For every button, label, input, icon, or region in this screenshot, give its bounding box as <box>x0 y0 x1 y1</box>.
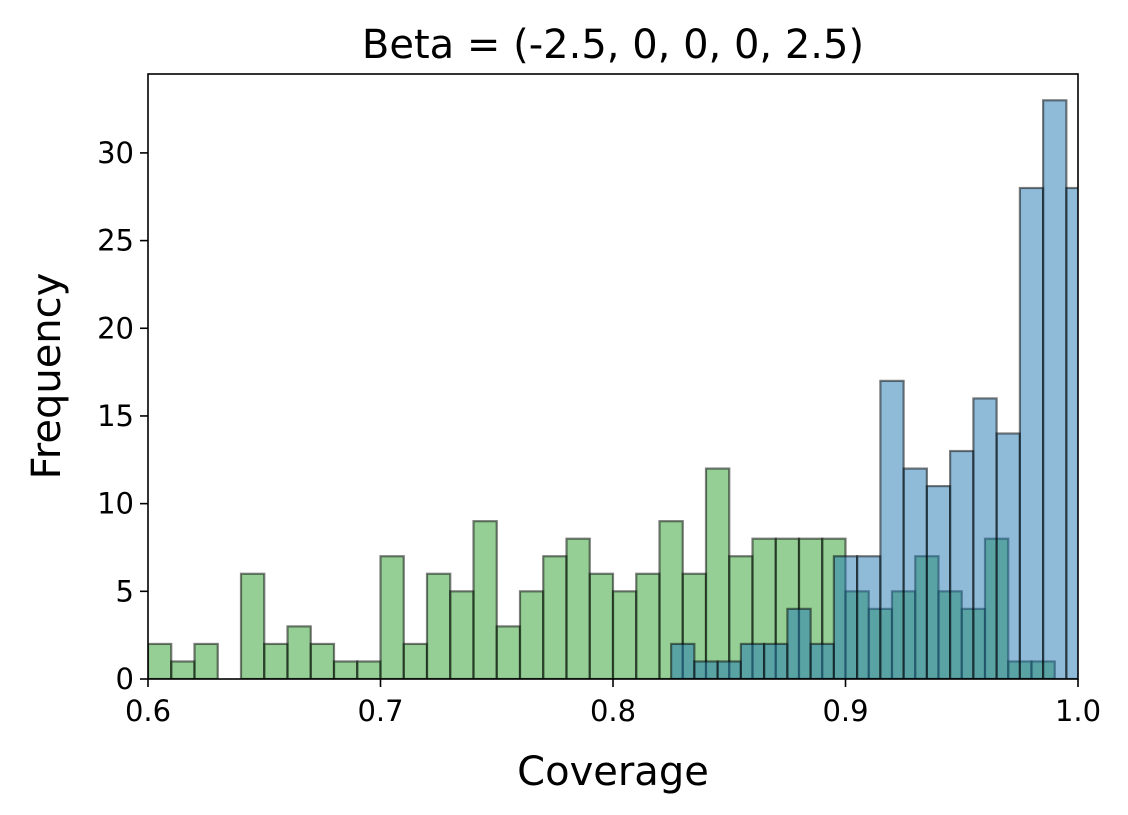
histogram-bar-series-0-bin-6 <box>286 625 312 679</box>
histogram-bar-series-1-bin-9 <box>879 379 905 679</box>
histogram-bar-series-0-bin-7 <box>309 642 336 679</box>
histogram-bar-series-1-bin-16 <box>1042 99 1068 679</box>
y-tick-label: 10 <box>97 487 134 521</box>
y-tick-label: 0 <box>116 662 134 696</box>
histogram-bar-series-1-bin-14 <box>995 432 1021 679</box>
y-axis-label: Frequency <box>24 273 70 480</box>
histogram-bar-series-0-bin-16 <box>518 590 545 679</box>
histogram-bar-series-1-bin-15 <box>1018 186 1045 679</box>
histogram-bar-series-0-bin-24 <box>704 467 731 679</box>
histogram-bar-series-1-bin-13 <box>972 397 998 679</box>
y-tick-label: 5 <box>116 574 134 608</box>
histogram-bar-series-0-bin-2 <box>193 642 219 679</box>
x-tick-label: 1.0 <box>1055 694 1101 728</box>
x-tick-label: 0.9 <box>822 694 868 728</box>
histogram-bar-series-0-bin-1 <box>170 660 196 679</box>
histogram-bar-series-0-bin-12 <box>425 572 452 679</box>
histogram-bar-series-0-bin-20 <box>611 590 638 679</box>
histogram-bar-series-0-bin-9 <box>356 660 382 679</box>
bars-layer <box>148 99 1078 679</box>
histogram-bar-series-1-bin-8 <box>856 555 882 679</box>
histogram-bar-series-1-bin-0 <box>670 642 696 679</box>
histogram-bar-series-0-bin-15 <box>495 625 522 679</box>
y-tick-label: 20 <box>97 311 134 345</box>
histogram-bar-series-0-bin-18 <box>565 537 591 679</box>
histogram-bar-series-0-bin-4 <box>239 572 266 679</box>
histogram-bar-series-0-bin-8 <box>332 660 359 679</box>
histogram-bar-series-1-bin-10 <box>902 467 928 679</box>
histogram-bar-series-1-bin-12 <box>949 449 975 679</box>
x-tick-label: 0.8 <box>590 694 636 728</box>
histogram-bar-series-0-bin-5 <box>263 642 289 679</box>
x-axis-ticks: 0.6 0.7 0.8 0.9 1.0 <box>125 679 1101 728</box>
histogram-bar-series-0-bin-10 <box>379 555 405 679</box>
histogram-bar-series-1-bin-2 <box>716 660 742 679</box>
histogram-bar-series-1-bin-11 <box>925 485 952 679</box>
histogram-bar-series-1-bin-7 <box>832 555 859 679</box>
chart-title: Beta = (-2.5, 0, 0, 0, 2.5) <box>362 22 864 68</box>
x-tick-label: 0.6 <box>125 694 171 728</box>
y-axis-ticks: 0 5 10 15 20 25 30 <box>97 136 148 696</box>
histogram-bar-series-1-bin-3 <box>739 642 766 679</box>
histogram-bar-series-0-bin-21 <box>635 572 661 679</box>
histogram-bar-series-0-bin-14 <box>472 520 498 679</box>
histogram-bar-series-1-bin-4 <box>763 642 789 679</box>
y-tick-label: 30 <box>97 136 134 170</box>
histogram-bar-series-1-bin-17 <box>1065 186 1078 679</box>
histogram-bar-series-0-bin-19 <box>588 572 615 679</box>
histogram-bar-series-1-bin-5 <box>786 607 812 679</box>
histogram-bar-series-0-bin-13 <box>449 590 475 679</box>
histogram-bar-series-1-bin-6 <box>809 642 835 679</box>
histogram-bar-series-0-bin-0 <box>148 642 173 679</box>
histogram-bar-series-0-bin-11 <box>402 642 429 679</box>
y-tick-label: 15 <box>97 399 134 433</box>
histogram-bar-series-0-bin-17 <box>542 555 568 679</box>
histogram-bar-series-1-bin-1 <box>693 660 719 679</box>
x-axis-label: Coverage <box>517 749 709 795</box>
x-tick-label: 0.7 <box>357 694 403 728</box>
y-tick-label: 25 <box>97 224 134 258</box>
